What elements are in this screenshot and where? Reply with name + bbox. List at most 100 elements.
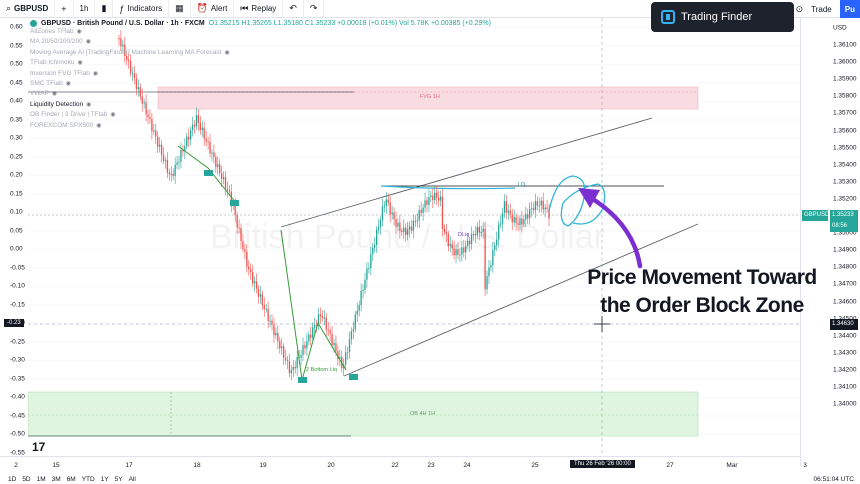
undo-icon: ↶ xyxy=(289,3,297,13)
interval-button[interactable]: 1h xyxy=(74,0,96,18)
camera-icon[interactable]: ⊙ xyxy=(795,3,804,14)
undo-button[interactable]: ↶ xyxy=(283,0,304,18)
indicator-item[interactable]: VWAP ◉ xyxy=(30,89,491,99)
eye-icon[interactable]: ◉ xyxy=(92,70,99,77)
redo-button[interactable]: ↷ xyxy=(304,0,325,18)
signal-marker-1 xyxy=(204,170,213,176)
eye-icon[interactable]: ◉ xyxy=(76,29,82,35)
eye-icon[interactable]: ◉ xyxy=(65,80,71,87)
eye-icon[interactable]: ◉ xyxy=(110,112,116,119)
range-button[interactable]: All xyxy=(128,475,136,483)
current-price-tag: 1.35233 xyxy=(830,210,858,221)
candle-body xyxy=(519,218,521,225)
right-axis-tick: 1.34700 xyxy=(833,280,857,288)
left-axis-tick: -0.45 xyxy=(10,412,25,419)
candle-body xyxy=(406,229,409,235)
x-axis-tick: 20 xyxy=(327,462,335,469)
candle-body xyxy=(317,314,320,326)
candle-body xyxy=(488,267,490,277)
candle-body xyxy=(308,334,310,342)
candle-body xyxy=(126,56,128,60)
clock: 06:51:04 UTC xyxy=(813,475,854,483)
candle-body xyxy=(515,217,517,224)
indicator-item[interactable]: FOREXCOM:SPX500 ◉ xyxy=(30,121,491,131)
candle-body xyxy=(251,272,254,284)
candle-body xyxy=(176,162,178,165)
brand-name: Trading Finder xyxy=(681,11,753,23)
candle-body xyxy=(312,327,314,338)
indicator-label: MA 20/50/100/200 xyxy=(30,38,83,46)
candle-body xyxy=(166,160,169,173)
candle-body xyxy=(352,329,355,332)
templates-button[interactable]: ▦ xyxy=(169,0,191,18)
price-chart[interactable] xyxy=(28,18,800,456)
indicator-item[interactable]: Inversion FVG TFlab ◉ xyxy=(30,69,491,79)
candle-body xyxy=(350,331,353,340)
candle-body xyxy=(203,127,205,139)
eye-icon[interactable]: ◉ xyxy=(86,101,92,108)
add-symbol-button[interactable]: + xyxy=(55,0,74,18)
range-button[interactable]: 3M xyxy=(51,475,61,483)
range-button[interactable]: 5D xyxy=(22,475,31,483)
indicator-label: VWAP xyxy=(30,90,49,98)
eye-icon[interactable]: ◉ xyxy=(224,49,230,56)
publish-button[interactable]: Pu xyxy=(839,0,860,18)
signal-marker-4 xyxy=(349,374,358,380)
candle-body xyxy=(366,268,368,280)
left-axis-tick: -0.35 xyxy=(10,375,25,382)
x-axis-tick: 23 xyxy=(427,462,435,469)
eye-icon[interactable]: ◉ xyxy=(51,91,58,98)
candle-body xyxy=(379,220,382,228)
alert-label: Alert xyxy=(210,4,228,13)
candle-body xyxy=(470,234,473,245)
right-axis-tick: 1.35000 xyxy=(833,229,857,237)
x-axis-tick: 3 xyxy=(803,462,807,469)
candle-body xyxy=(414,221,417,223)
indicator-item[interactable]: Moving Average AI [TradingFinder] Machin… xyxy=(30,48,491,58)
candle-body xyxy=(257,288,260,297)
indicator-item[interactable]: OB Finder | 3 Drive | TFlab ◉ xyxy=(30,110,491,120)
candle-body xyxy=(141,96,143,104)
top-toolbar: ⌕ GBPUSD + 1h ▮ ƒ Indicators ▦ ⏰ Alert ⏮… xyxy=(0,0,860,18)
range-button[interactable]: 1M xyxy=(36,475,46,483)
candle-body xyxy=(517,223,519,225)
lq-label: LQ xyxy=(518,182,526,188)
indicator-item[interactable]: TFlab Ichimoku ◉ xyxy=(30,58,491,68)
indicator-item[interactable]: Liquidity Detection ◉ xyxy=(30,100,491,110)
alert-button[interactable]: ⏰ Alert xyxy=(191,0,235,18)
candle-body xyxy=(269,320,271,322)
eye-icon[interactable]: ◉ xyxy=(77,60,83,67)
indicator-item[interactable]: AllZones TFlab ◉ xyxy=(30,27,491,37)
range-button[interactable]: 6M xyxy=(66,475,76,483)
range-button[interactable]: 1Y xyxy=(100,475,109,483)
candle-body xyxy=(259,294,262,297)
right-axis-tick: 1.34600 xyxy=(833,298,857,305)
candle-body xyxy=(443,228,446,232)
candle-body xyxy=(193,124,196,127)
candle-body xyxy=(275,332,277,336)
indicators-button[interactable]: ƒ Indicators xyxy=(113,0,170,18)
candle-body xyxy=(209,141,211,154)
range-button[interactable]: 1D xyxy=(8,475,17,483)
candle-body xyxy=(507,210,510,213)
candle-body xyxy=(428,197,430,205)
eye-icon[interactable]: ◉ xyxy=(85,39,92,46)
eye-icon[interactable]: ◉ xyxy=(96,122,102,129)
trade-button[interactable]: Trade xyxy=(811,4,832,14)
range-button[interactable]: 5Y xyxy=(114,475,123,483)
candle-body xyxy=(147,114,149,118)
candle-body xyxy=(250,269,252,273)
chart-type-button[interactable]: ▮ xyxy=(95,0,114,18)
candle-body xyxy=(344,352,347,365)
candle-body xyxy=(494,245,496,250)
candle-body xyxy=(236,215,238,228)
replay-button[interactable]: ⏮ Replay xyxy=(234,0,284,18)
indicator-item[interactable]: SMC TFlab ◉ xyxy=(30,79,491,89)
candle-body xyxy=(195,115,198,127)
candle-body xyxy=(335,343,337,351)
candle-body xyxy=(528,209,531,219)
candle-body xyxy=(465,245,467,253)
range-button[interactable]: YTD xyxy=(81,475,95,483)
indicator-item[interactable]: MA 20/50/100/200 ◉ xyxy=(30,37,491,47)
symbol-search-button[interactable]: ⌕ GBPUSD xyxy=(0,0,56,18)
